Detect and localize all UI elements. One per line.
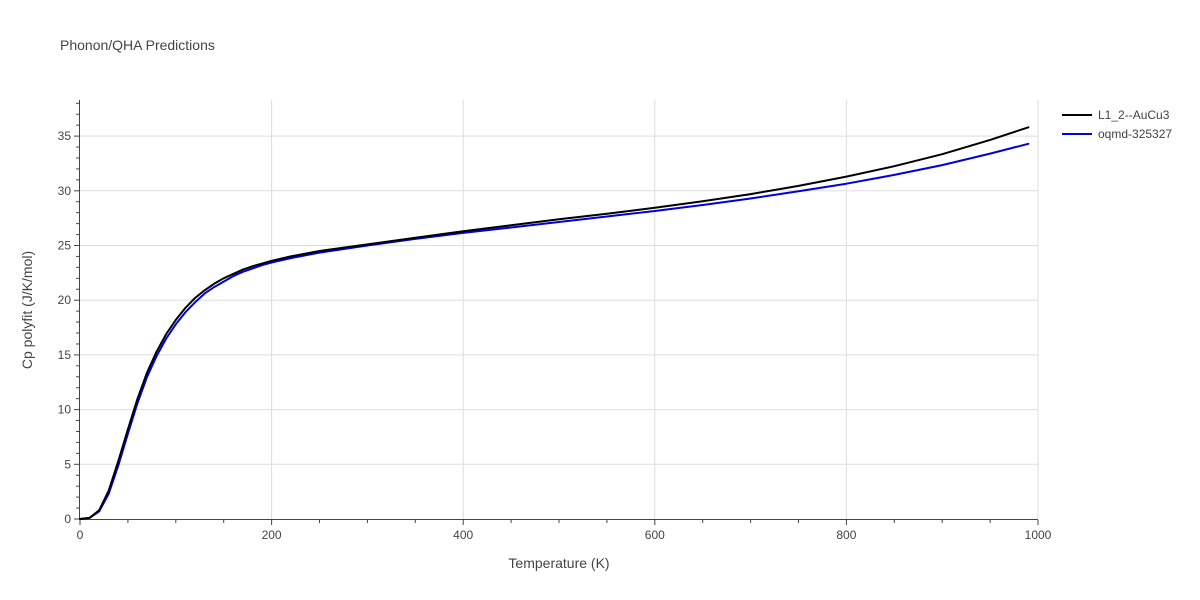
series-line-l1-2-aucu3	[79, 126, 1030, 520]
x-tick-label: 600	[645, 528, 665, 542]
chart-title: Phonon/QHA Predictions	[60, 37, 215, 53]
legend-label: oqmd-325327	[1098, 127, 1172, 141]
y-axis-title: Cp polyfit (J/K/mol)	[19, 251, 35, 369]
legend-label: L1_2--AuCu3	[1098, 108, 1170, 122]
y-tick-label: 5	[64, 457, 71, 471]
y-tick-label: 0	[64, 512, 71, 526]
legend[interactable]: L1_2--AuCu3 oqmd-325327	[1062, 108, 1172, 141]
legend-item[interactable]: L1_2--AuCu3	[1062, 108, 1170, 122]
x-tick-label: 0	[77, 528, 84, 542]
x-tick-label: 400	[453, 528, 473, 542]
legend-item[interactable]: oqmd-325327	[1062, 127, 1172, 141]
axes: 0 200 400 600 800 1000 0 5 10 15 20 25 30 35	[58, 100, 1052, 542]
y-tick-label: 20	[58, 293, 72, 307]
y-tick-label: 10	[58, 403, 72, 417]
series-line-oqmd-325327	[79, 142, 1030, 520]
x-tick-label: 800	[836, 528, 856, 542]
y-tick-label: 35	[58, 129, 72, 143]
grid	[80, 100, 1039, 519]
y-tick-label: 25	[58, 239, 72, 253]
y-tick-label: 15	[58, 348, 72, 362]
series-lines	[79, 126, 1030, 520]
x-tick-label: 200	[262, 528, 282, 542]
x-axis-title: Temperature (K)	[508, 555, 609, 571]
x-tick-label: 1000	[1025, 528, 1052, 542]
y-tick-label: 30	[58, 184, 72, 198]
